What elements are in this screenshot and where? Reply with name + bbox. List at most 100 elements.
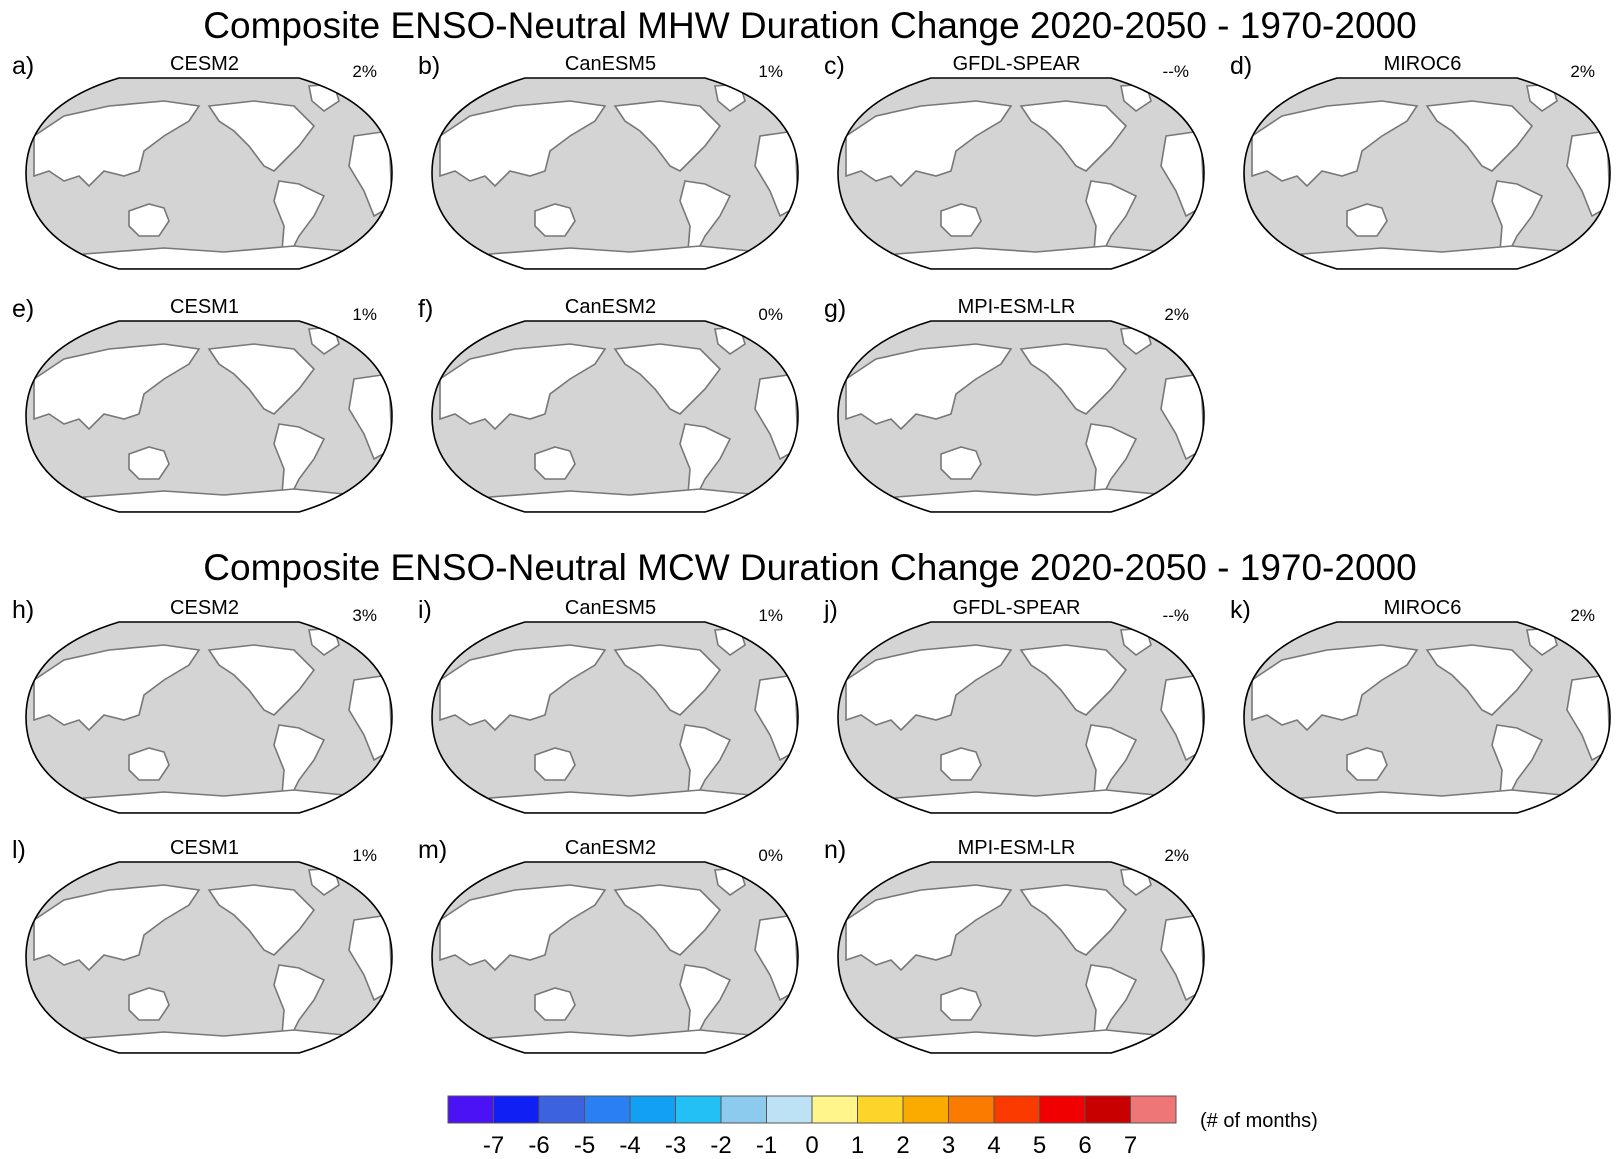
- world-map: [431, 861, 799, 1054]
- world-map: [837, 77, 1205, 270]
- colorbar-tick-label: -1: [755, 1132, 778, 1159]
- map-panel: g) MPI-ESM-LR 2%: [824, 295, 1209, 515]
- landmass: [439, 644, 607, 732]
- landmass: [33, 343, 201, 431]
- colorbar-segment: [811, 1095, 858, 1124]
- landmass: [128, 987, 170, 1021]
- map-panel: a) CESM2 2%: [12, 52, 397, 272]
- landmass: [894, 245, 1169, 269]
- world-map: [837, 861, 1205, 1054]
- landmass: [82, 789, 357, 813]
- panel-letter: j): [824, 596, 838, 624]
- panel-letter: f): [418, 295, 434, 323]
- colorbar-segment: [1039, 1095, 1086, 1124]
- landmass: [128, 203, 170, 237]
- landmass: [613, 100, 722, 172]
- colorbar-tick-label: -7: [482, 1132, 505, 1159]
- landmass: [845, 644, 1013, 732]
- colorbar-unit-label: (# of months): [1200, 1110, 1318, 1132]
- map-panel: n) MPI-ESM-LR 2%: [824, 836, 1209, 1056]
- landmass: [82, 245, 357, 269]
- landmass: [534, 747, 576, 781]
- landmass: [488, 245, 763, 269]
- map-border: [25, 320, 393, 513]
- panel-percent: 3%: [352, 606, 377, 625]
- landmass: [894, 789, 1169, 813]
- colorbar-segment: [493, 1095, 540, 1124]
- landmass: [940, 747, 982, 781]
- landmass: [534, 987, 576, 1021]
- landmass: [82, 1029, 357, 1053]
- panel-model-name: MIROC6: [1383, 597, 1462, 619]
- colorbar-segment: [993, 1095, 1040, 1124]
- panel-letter: m): [418, 836, 448, 864]
- colorbar-tick-label: 3: [941, 1132, 956, 1159]
- map-border: [431, 621, 799, 814]
- colorbar-tick-label: -2: [710, 1132, 732, 1159]
- world-map: [431, 77, 799, 270]
- panel-percent: 0%: [758, 846, 783, 865]
- colorbar-tick-label: 1: [850, 1132, 865, 1159]
- map-panel: j) GFDL-SPEAR --%: [824, 596, 1209, 816]
- landmass: [613, 644, 722, 716]
- world-map: [25, 861, 393, 1054]
- landmass: [1019, 884, 1128, 956]
- colorbar-segment: [948, 1095, 995, 1124]
- landmass: [1251, 644, 1419, 732]
- colorbar-tick-label: -3: [664, 1132, 687, 1159]
- panel-letter: e): [12, 295, 35, 323]
- colorbar-tick-label: 4: [987, 1132, 1001, 1159]
- landmass: [845, 884, 1013, 972]
- world-map: [431, 621, 799, 814]
- map-panel: f) CanESM2 0%: [418, 295, 803, 515]
- landmass: [845, 343, 1013, 431]
- panel-model-name: GFDL-SPEAR: [952, 597, 1081, 619]
- panel-model-name: CanESM5: [564, 53, 657, 75]
- landmass: [613, 343, 722, 415]
- landmass: [1425, 100, 1534, 172]
- panel-model-name: CESM1: [170, 837, 239, 859]
- panel-letter: b): [418, 52, 441, 80]
- landmass: [894, 488, 1169, 512]
- map-border: [837, 621, 1205, 814]
- panel-model-name: CanESM2: [564, 296, 657, 318]
- colorbar-segment: [675, 1095, 722, 1124]
- panel-letter: g): [824, 295, 847, 323]
- landmass: [940, 446, 982, 480]
- panel-percent: 2%: [1164, 846, 1189, 865]
- panel-letter: i): [418, 596, 432, 624]
- map-border: [1243, 621, 1611, 814]
- panel-model-name: GFDL-SPEAR: [952, 53, 1081, 75]
- map-panel: i) CanESM5 1%: [418, 596, 803, 816]
- map-border: [837, 320, 1205, 513]
- colorbar-tick-label: 6: [1078, 1132, 1092, 1159]
- panel-percent: 1%: [758, 62, 783, 81]
- landmass: [33, 100, 201, 188]
- colorbar-segment: [902, 1095, 949, 1124]
- world-map: [837, 621, 1205, 814]
- world-map: [25, 621, 393, 814]
- landmass: [488, 789, 763, 813]
- colorbar-tick-label: -6: [528, 1132, 550, 1159]
- landmass: [1019, 100, 1128, 172]
- landmass: [1300, 245, 1575, 269]
- world-map: [25, 320, 393, 513]
- panel-percent: 2%: [352, 62, 377, 81]
- panel-percent: 2%: [1570, 606, 1595, 625]
- panel-model-name: MPI-ESM-LR: [957, 837, 1076, 859]
- world-map: [25, 77, 393, 270]
- panel-percent: 2%: [1570, 62, 1595, 81]
- map-border: [25, 621, 393, 814]
- map-border: [837, 77, 1205, 270]
- panel-percent: 1%: [352, 305, 377, 324]
- landmass: [1425, 644, 1534, 716]
- colorbar-segment: [447, 1095, 494, 1124]
- map-border: [25, 861, 393, 1054]
- landmass: [534, 446, 576, 480]
- panel-percent: 1%: [758, 606, 783, 625]
- colorbar-segment: [538, 1095, 585, 1124]
- colorbar-segment: [1130, 1095, 1177, 1124]
- landmass: [894, 1029, 1169, 1053]
- map-panel: k) MIROC6 2%: [1230, 596, 1615, 816]
- panel-letter: a): [12, 52, 35, 80]
